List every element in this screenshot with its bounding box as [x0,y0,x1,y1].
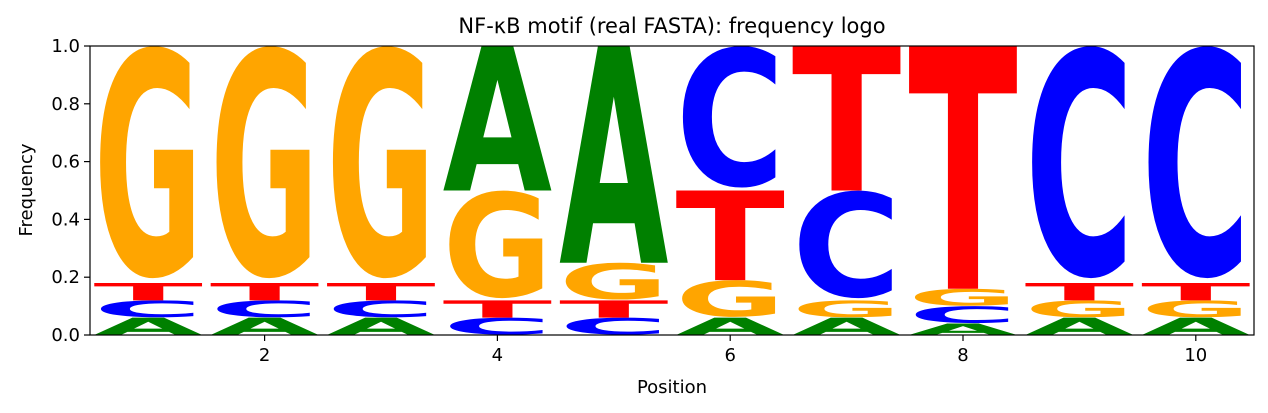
logo-letter-a-pos-7: A [792,313,901,341]
chart-title: NF-κB motif (real FASTA): frequency logo [458,14,885,38]
logo-letter-c-pos-2: C [210,296,319,322]
logo-letter-t-pos-6: T [675,166,784,310]
logo-letter-g-pos-8: G [908,285,1017,311]
y-tick-label: 0.8 [51,94,80,115]
y-tick-label: 0.6 [51,152,80,173]
logo-letter-a-pos-5: A [559,0,668,333]
logo-letter-c-pos-8: C [908,302,1017,328]
logo-letter-c-pos-3: C [326,296,435,322]
logo-letter-a-pos-4: A [443,6,552,237]
logo-letter-t-pos-8: T [908,0,1018,368]
logo-letter-t-pos-2: T [210,279,319,307]
logo-letter-c-pos-9: C [1025,0,1134,346]
logo-letter-c-pos-10: C [1141,0,1250,346]
logo-letter-c-pos-7: C [792,165,901,330]
logo-letter-g-pos-4: G [443,165,552,330]
logo-letter-t-pos-4: T [443,296,552,324]
y-tick-label: 0.2 [51,267,80,288]
x-axis-label: Position [637,377,707,398]
logo-letter-g-pos-9: G [1025,296,1134,322]
axis-layer: 0.0 0.2 0.4 0.6 0.8 1.0 2 4 6 8 10 [51,36,1207,366]
x-tick-label: 10 [1184,345,1207,366]
logo-letter-a-pos-3: A [326,313,435,341]
logo-letter-g-pos-1: G [93,0,202,346]
logo-letter-g-pos-5: G [559,254,668,311]
logo-letter-t-pos-5: T [559,296,668,324]
plot-frame [89,45,1255,336]
x-tick-label: 4 [492,345,503,366]
logo-letter-a-pos-8: A [908,320,1018,338]
logo-letter-t-pos-7: T [792,7,901,238]
y-tick-label: 1.0 [51,36,80,57]
logo-letter-c-pos-6: C [675,11,784,229]
logo-letter-a-pos-1: A [93,313,202,341]
logo-letter-g-pos-3: G [326,0,435,346]
logo-letter-g-pos-10: G [1141,296,1250,322]
logo-letter-g-pos-7: G [792,296,901,322]
x-tick-label: 2 [259,345,270,366]
y-axis-label: Frequency [16,143,37,236]
logo-letter-g-pos-6: G [675,271,784,328]
logo-letter-g-pos-2: G [210,0,319,346]
x-tick-label: 8 [957,345,968,366]
logo-letter-t-pos-10: T [1141,279,1250,307]
logo-letter-t-pos-1: T [93,279,202,307]
y-tick-label: 0.4 [51,209,80,230]
logo-letter-c-pos-1: C [93,296,202,322]
logo-letter-a-pos-9: A [1025,313,1134,341]
logo-letter-t-pos-3: T [326,279,435,307]
x-tick-label: 6 [724,345,735,366]
logo-letter-t-pos-9: T [1025,279,1134,307]
y-tick-label: 0.0 [51,325,80,346]
